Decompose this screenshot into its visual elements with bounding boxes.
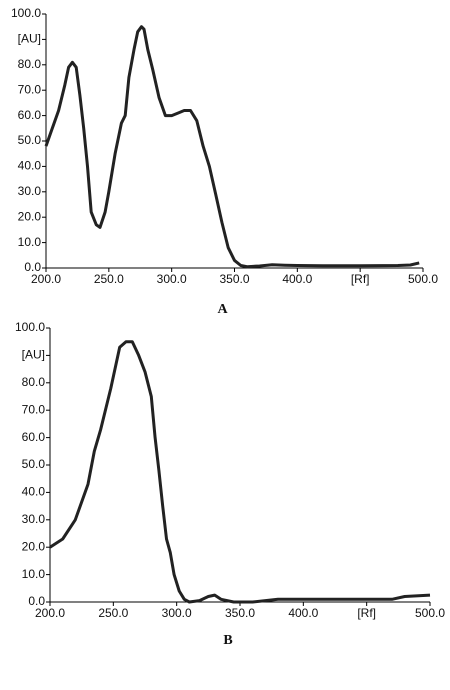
x-tick-label: [Rf] [351, 272, 370, 286]
y-tick-label: 50.0 [22, 457, 46, 471]
x-tick-label: 350.0 [225, 606, 255, 620]
y-tick-label: 40.0 [22, 485, 46, 499]
y-tick-label: 10.0 [22, 567, 46, 581]
y-tick-label: 50.0 [18, 133, 42, 147]
y-tick-label: 100.0 [11, 6, 41, 20]
y-tick-label: 40.0 [18, 159, 42, 173]
x-tick-label: 400.0 [288, 606, 318, 620]
y-tick-label: 100.0 [15, 320, 45, 334]
y-tick-label: 70.0 [22, 402, 46, 416]
y-tick-label: 0.0 [28, 594, 45, 608]
y-tick-label: 0.0 [24, 260, 41, 274]
y-tick-label: [AU] [18, 32, 41, 46]
caption: A [217, 302, 228, 317]
data-line [44, 25, 420, 269]
data-line [49, 340, 431, 604]
y-tick-label: 80.0 [22, 375, 46, 389]
y-tick-label: 20.0 [22, 539, 46, 553]
x-tick-label: 300.0 [157, 272, 187, 286]
y-tick-label: 70.0 [18, 82, 42, 96]
y-tick-label: 30.0 [22, 512, 46, 526]
x-tick-label: 200.0 [35, 606, 65, 620]
x-tick-label: 500.0 [408, 272, 438, 286]
y-tick-label: 80.0 [18, 57, 42, 71]
y-tick-label: 20.0 [18, 209, 42, 223]
x-tick-label: [Rf] [357, 606, 376, 620]
x-tick-label: 400.0 [282, 272, 312, 286]
x-tick-label: 500.0 [415, 606, 445, 620]
y-tick-label: 10.0 [18, 235, 42, 249]
y-tick-label: 30.0 [18, 184, 42, 198]
x-tick-label: 300.0 [162, 606, 192, 620]
x-tick-label: 200.0 [31, 272, 61, 286]
y-tick-label: 60.0 [22, 430, 46, 444]
x-tick-label: 250.0 [94, 272, 124, 286]
x-tick-label: 250.0 [98, 606, 128, 620]
caption: B [223, 633, 232, 648]
x-tick-label: 350.0 [219, 272, 249, 286]
y-tick-label: 60.0 [18, 108, 42, 122]
y-tick-label: [AU] [22, 348, 45, 362]
